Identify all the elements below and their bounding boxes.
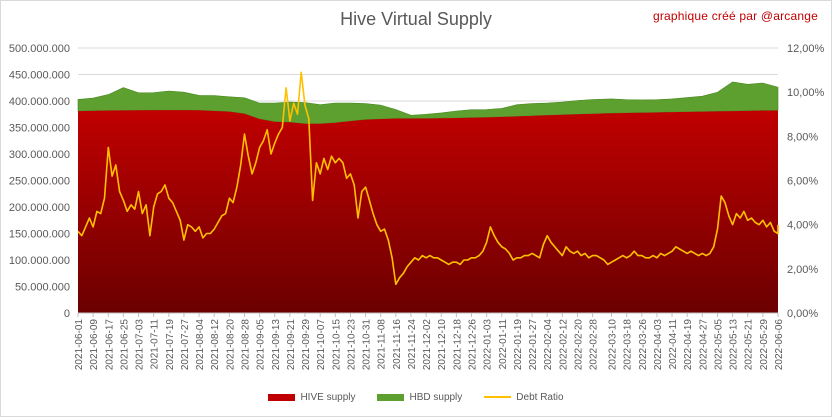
- x-tick-label: 2021-06-17: [104, 319, 115, 371]
- x-tick-label: 2021-09-29: [301, 319, 312, 371]
- x-tick-label: 2021-08-12: [210, 319, 221, 371]
- x-tick-label: 2022-01-27: [528, 319, 539, 371]
- y-right-tick-label: 4,00%: [787, 220, 818, 232]
- x-tick-label: 2022-01-11: [498, 319, 509, 370]
- x-tick-label: 2021-06-01: [74, 319, 85, 371]
- x-tick-label: 2021-10-15: [331, 319, 342, 371]
- legend-item-debt: Debt Ratio: [484, 389, 564, 405]
- legend-label-hbd: HBD supply: [409, 391, 463, 403]
- x-tick-label: 2022-05-29: [759, 319, 770, 371]
- x-tick-label: 2021-06-25: [119, 319, 130, 371]
- y-left-tick-label: 0: [64, 308, 70, 320]
- x-tick-label: 2021-09-05: [256, 319, 267, 371]
- x-tick-label: 2021-08-20: [225, 319, 236, 371]
- x-tick-label: 2021-10-31: [362, 319, 373, 371]
- x-tick-label: 2021-11-16: [392, 319, 403, 370]
- y-left-tick-label: 50.000.000: [15, 282, 70, 294]
- x-tick-label: 2021-07-03: [135, 319, 146, 371]
- x-tick-label: 2022-03-10: [608, 319, 619, 371]
- y-left-tick-label: 400.000.000: [9, 96, 70, 108]
- x-tick-label: 2022-02-12: [558, 319, 569, 371]
- y-right-tick-label: 6,00%: [787, 176, 818, 188]
- y-left-tick-label: 300.000.000: [9, 149, 70, 161]
- legend-label-hive: HIVE supply: [300, 391, 356, 403]
- y-left-tick-label: 100.000.000: [9, 255, 70, 267]
- x-tick-label: 2021-08-04: [195, 319, 206, 371]
- x-tick-label: 2022-01-03: [483, 319, 494, 371]
- x-tick-label: 2021-12-18: [452, 319, 463, 371]
- x-tick-label: 2022-02-20: [573, 319, 584, 371]
- y-right-tick-label: 12,00%: [787, 43, 825, 55]
- x-tick-label: 2022-01-19: [513, 319, 524, 371]
- x-tick-label: 2021-09-21: [286, 319, 297, 371]
- y-left-tick-label: 250.000.000: [9, 176, 70, 188]
- y-left-tick-label: 150.000.000: [9, 229, 70, 241]
- hive-supply-series: [78, 110, 778, 313]
- x-tick-label: 2021-11-24: [407, 319, 418, 370]
- y-axis-right: 0,00% 2,00% 4,00% 6,00% 8,00% 10,00% 12,00%: [787, 43, 825, 320]
- y-right-tick-label: 8,00%: [787, 131, 818, 143]
- legend-swatch-debt: [484, 396, 512, 398]
- x-tick-label: 2021-10-07: [316, 319, 327, 371]
- x-tick-label: 2021-12-02: [422, 319, 433, 371]
- legend-swatch-hbd: [377, 393, 405, 401]
- legend-item-hive: HIVE supply: [268, 389, 355, 405]
- legend-label-debt: Debt Ratio: [516, 391, 564, 403]
- y-right-tick-label: 0,00%: [787, 308, 818, 320]
- x-tick-label: 2022-02-28: [589, 319, 600, 371]
- x-tick-label: 2021-08-28: [240, 319, 251, 371]
- hive-supply-area: [78, 110, 778, 313]
- x-tick-label: 2022-05-21: [744, 319, 755, 371]
- x-tick-label: 2022-05-05: [713, 319, 724, 371]
- x-tick-label: 2022-05-13: [729, 319, 740, 371]
- y-left-tick-label: 450.000.000: [9, 70, 70, 82]
- credit-text: graphique créé par @arcange: [652, 9, 818, 23]
- legend-item-hbd: HBD supply: [377, 389, 462, 405]
- x-tick-label: 2022-02-04: [543, 319, 554, 371]
- chart-title: Hive Virtual Supply: [340, 9, 492, 29]
- x-tick-label: 2022-04-19: [683, 319, 694, 371]
- x-tick-label: 2021-09-13: [271, 319, 282, 371]
- y-left-tick-label: 500.000.000: [9, 43, 70, 55]
- x-tick-label: 2021-10-23: [346, 319, 357, 371]
- x-tick-label: 2021-12-26: [468, 319, 479, 371]
- y-left-tick-label: 350.000.000: [9, 123, 70, 135]
- x-tick-label: 2021-11-08: [377, 319, 388, 370]
- y-axis-left: 0 50.000.000 100.000.000 150.000.000 200.000…: [9, 43, 70, 320]
- debt-ratio-line: [77, 71, 779, 286]
- y-left-tick-label: 200.000.000: [9, 202, 70, 214]
- legend-swatch-hive: [268, 393, 296, 401]
- x-tick-label: 2021-12-10: [437, 319, 448, 371]
- legend: HIVE supply HBD supply Debt Ratio: [0, 389, 832, 405]
- x-tick-label: 2021-07-11: [150, 319, 161, 370]
- x-axis: 2021-06-01 2021-06-09 2021-06-17 2021-06-25…: [74, 312, 785, 371]
- x-tick-label: 2021-07-27: [180, 319, 191, 371]
- x-tick-label: 2022-04-03: [653, 319, 664, 371]
- x-tick-label: 2021-06-09: [89, 319, 100, 371]
- debt-ratio-series: [77, 71, 779, 286]
- x-tick-label: 2021-07-19: [165, 319, 176, 371]
- x-tick-label: 2022-03-26: [638, 319, 649, 371]
- x-tick-label: 2022-06-06: [774, 319, 785, 371]
- y-right-tick-label: 2,00%: [787, 264, 818, 276]
- x-tick-label: 2022-04-27: [698, 319, 709, 371]
- y-right-tick-label: 10,00%: [787, 87, 825, 99]
- x-tick-label: 2022-03-18: [623, 319, 634, 371]
- x-tick-label: 2022-04-11: [668, 319, 679, 370]
